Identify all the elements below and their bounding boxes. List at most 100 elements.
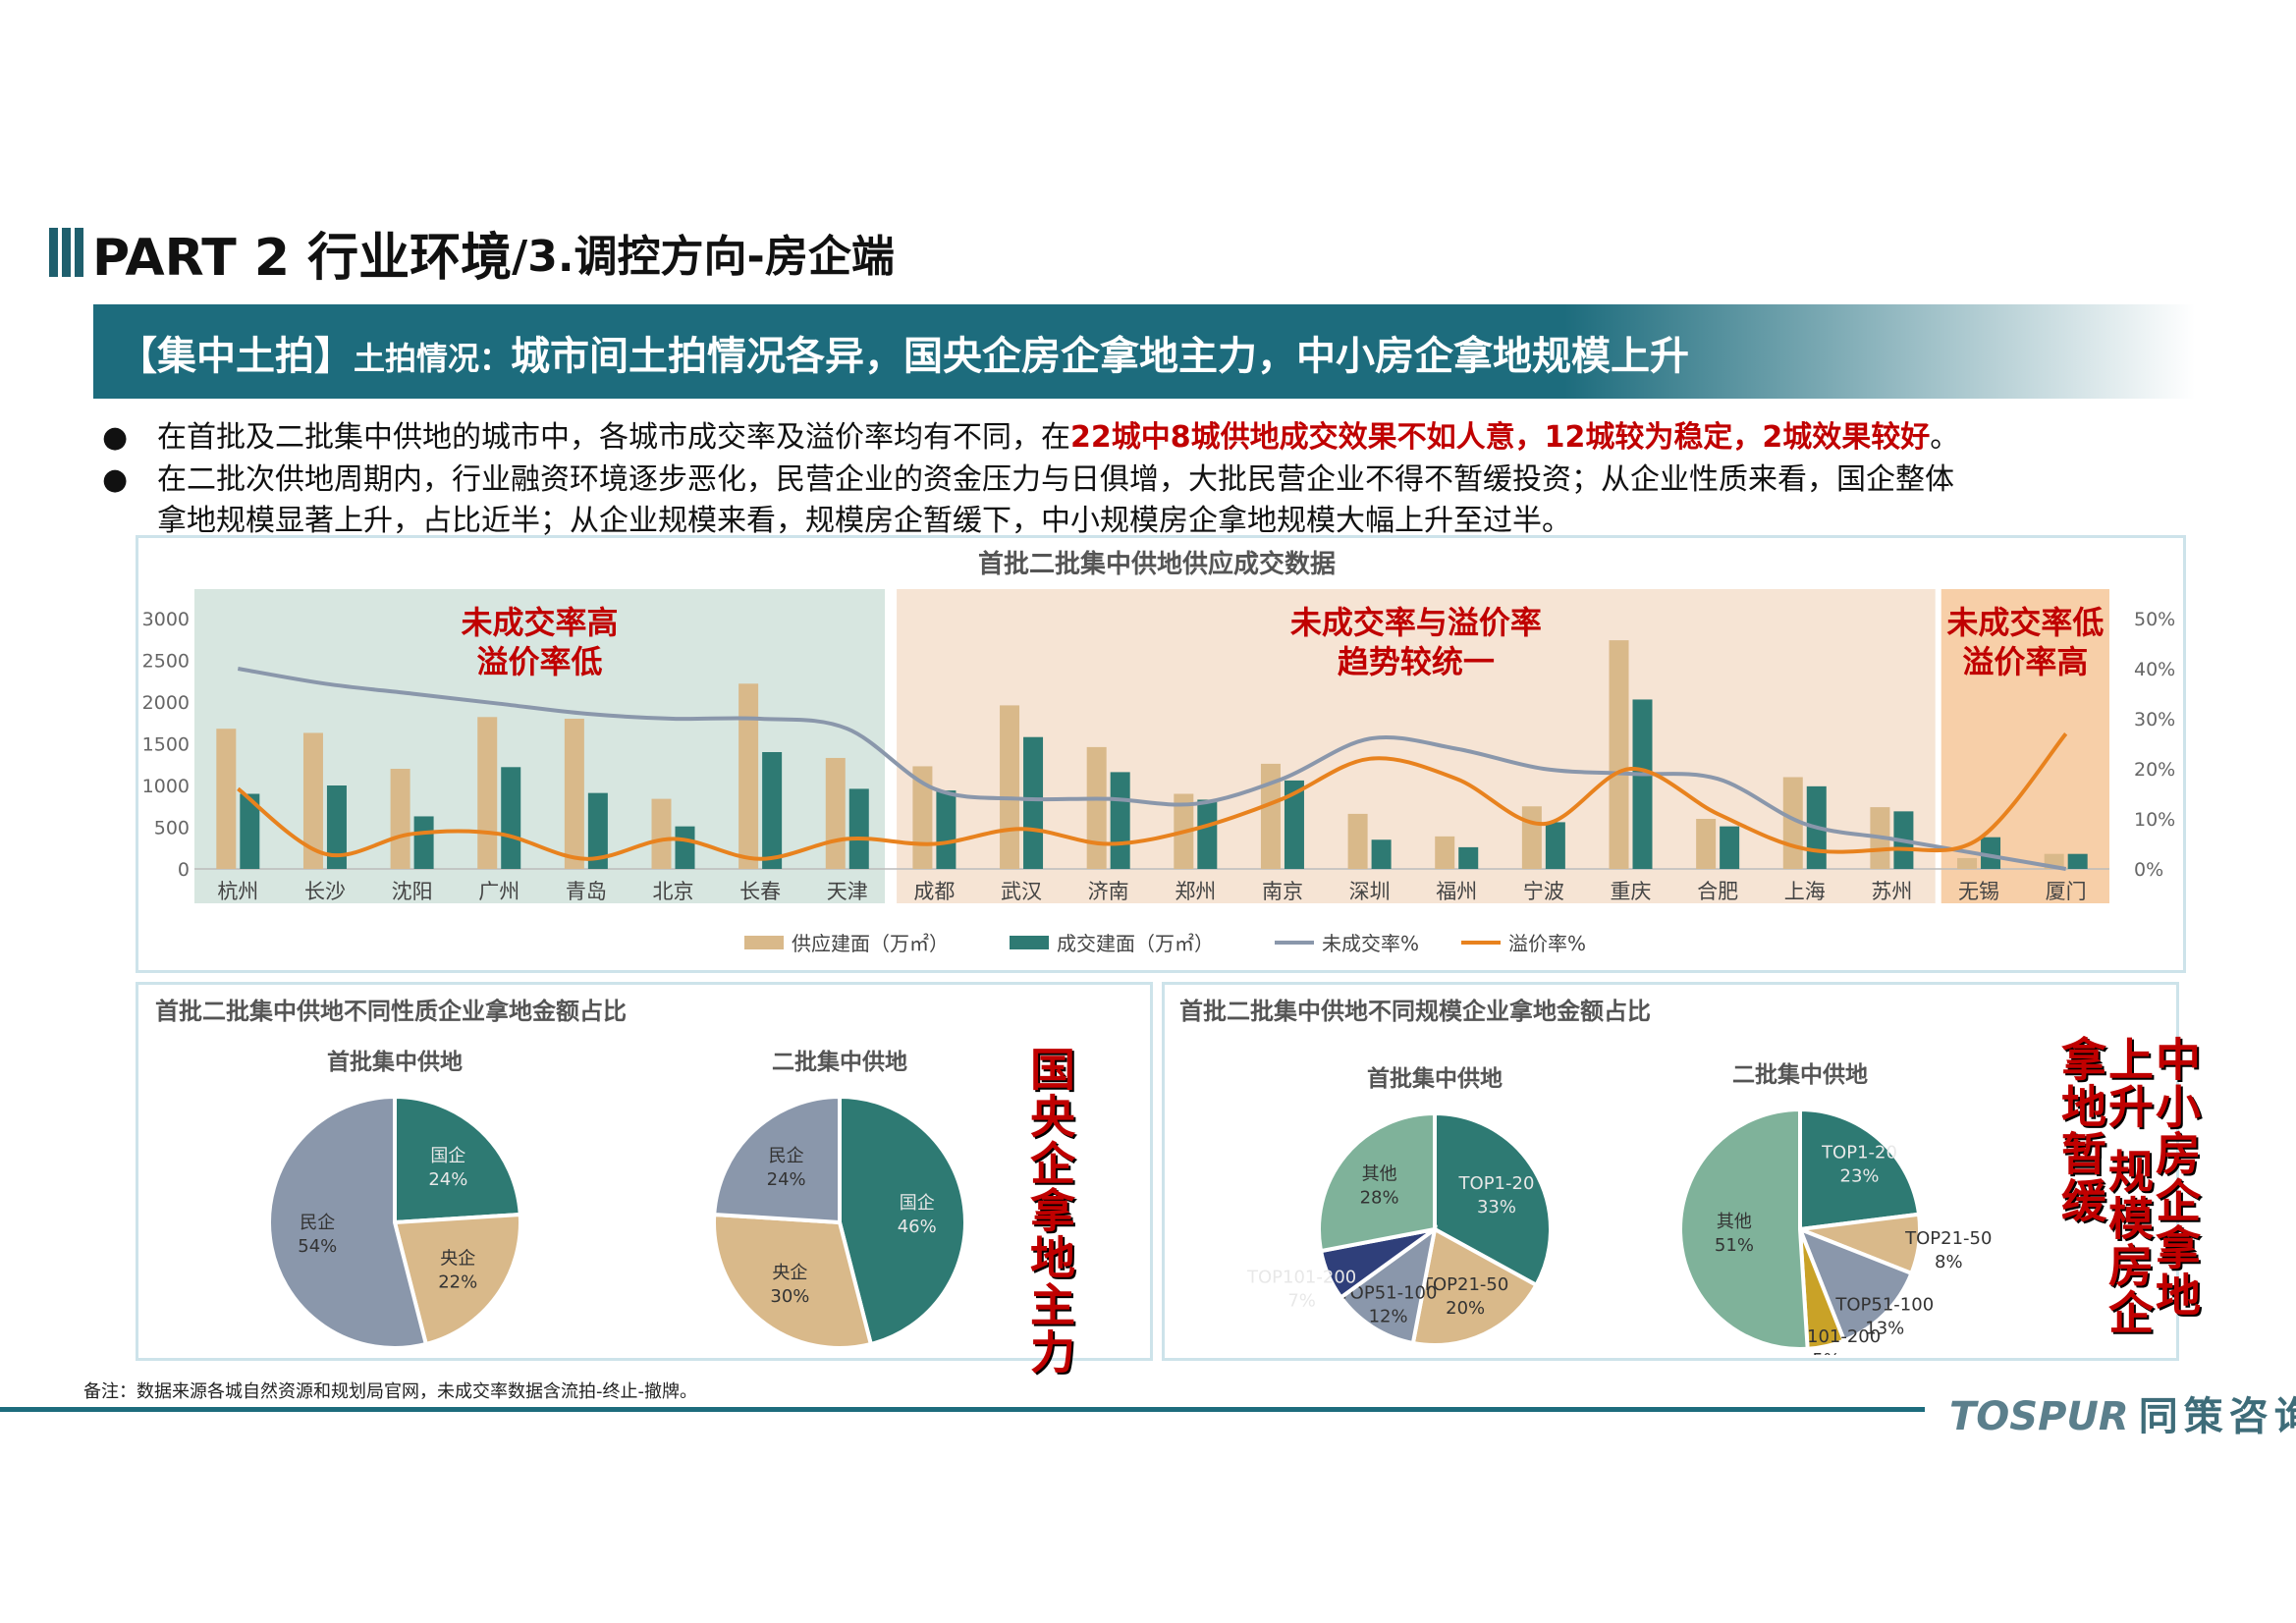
pie-slice-value: 28% — [1360, 1187, 1399, 1208]
x-tick-label: 长春 — [739, 880, 781, 903]
pie-slice-value: 22% — [438, 1272, 477, 1293]
pie-slice-label: 其他 — [1362, 1163, 1397, 1184]
bar-supply — [216, 729, 237, 869]
bar-supply — [1696, 819, 1717, 869]
pie-slice-label: TOP101-200 — [1246, 1268, 1356, 1288]
book-stack-icon — [49, 228, 84, 277]
legend-swatch — [744, 936, 784, 949]
x-tick-label: 杭州 — [217, 880, 258, 903]
bullet-2-line2: 拿地规模显著上升，占比近半；从企业规模来看，规模房企暂缓下，中小规模房企拿地规模… — [157, 504, 1571, 538]
zone-label: 溢价率高 — [1962, 643, 2088, 680]
bar-supply — [302, 732, 323, 869]
bar-deal — [413, 816, 434, 869]
pie-slice-value: 8% — [1935, 1252, 1963, 1272]
pie-title: 首批集中供地 — [1367, 1065, 1503, 1092]
pie-slice-value: 46% — [898, 1217, 937, 1237]
zone-label: 未成交率与溢价率 — [1290, 604, 1542, 641]
pie-slice-label: 央企 — [440, 1249, 475, 1270]
zone-band — [897, 589, 1936, 903]
right-axis-tick: 40% — [2134, 659, 2175, 680]
bar-supply — [1086, 746, 1107, 869]
bullet-1: ● 在首批及二批集中供地的城市中，各城市成交率及溢价率均有不同，在22城中8城供… — [102, 417, 2229, 459]
bar-deal — [501, 767, 521, 869]
pie-slice — [392, 1212, 522, 1347]
x-tick-label: 天津 — [827, 880, 868, 903]
pie-slice — [1677, 1107, 1810, 1351]
logo-latin: TOSPUR — [1949, 1394, 2129, 1439]
brand-logo: TOSPUR同策咨询 — [1949, 1384, 2296, 1441]
pie-title: 二批集中供地 — [772, 1049, 907, 1075]
x-tick-label: 济南 — [1088, 880, 1129, 903]
legend-label: 供应建面（万㎡） — [792, 932, 949, 955]
bar-deal — [1197, 799, 1218, 869]
pie-slice-value: 24% — [767, 1169, 806, 1190]
pie-slice-label: TOP51-100 — [1339, 1283, 1438, 1304]
pie-slice — [1798, 1107, 1922, 1232]
right-axis-tick: 30% — [2134, 709, 2175, 730]
bar-deal — [936, 790, 957, 869]
pie-chart-nature: 首批二批集中供地不同性质企业拿地金额占比首批集中供地国企24%央企22%民企54… — [155, 998, 967, 1350]
bullet-2-line1: 在二批次供地周期内，行业融资环境逐步恶化，民营企业的资金压力与日俱增，大批民营企… — [157, 462, 1954, 497]
zone-label: 未成交率高 — [462, 604, 619, 641]
bar-supply — [1609, 640, 1629, 869]
bar-supply — [1347, 813, 1368, 869]
pie-slice — [1410, 1225, 1540, 1347]
zone-label: 趋势较统一 — [1338, 643, 1495, 680]
bar-supply — [1435, 836, 1455, 869]
left-axis-tick: 3000 — [142, 609, 190, 630]
pie-slice — [1338, 1224, 1438, 1346]
footer-note: 备注：数据来源各城自然资源和规划局官网，未成交率数据含流拍-终止-撤牌。 — [83, 1381, 697, 1402]
bar-deal — [675, 826, 695, 869]
pie-slice-value: 23% — [1840, 1165, 1880, 1186]
pie-slice — [267, 1094, 429, 1350]
pie-slice — [1796, 1225, 1915, 1344]
bar-deal — [1632, 699, 1653, 869]
pie-slice-label: TOP51-100 — [1834, 1294, 1934, 1315]
left-axis-tick: 2000 — [142, 692, 190, 714]
x-tick-label: 重庆 — [1611, 880, 1652, 903]
bar-deal — [240, 793, 260, 869]
bar-supply — [738, 683, 759, 869]
bullet-dot-icon: ● — [102, 420, 129, 455]
x-tick-label: 青岛 — [566, 880, 607, 903]
bar-deal — [1023, 736, 1044, 869]
line-premium-rate — [237, 732, 2068, 861]
bar-deal — [2067, 853, 2088, 869]
pie-group-title: 首批二批集中供地不同性质企业拿地金额占比 — [155, 998, 627, 1025]
title-sub: /3.调控方向-房企端 — [512, 232, 895, 282]
bar-deal — [1371, 839, 1392, 869]
x-tick-label: 福州 — [1436, 880, 1477, 903]
pie-slice-label: 国企 — [430, 1146, 465, 1166]
bullet-1-text: 在首批及二批集中供地的城市中，各城市成交率及溢价率均有不同，在 — [157, 420, 1070, 455]
bar-deal — [1458, 846, 1479, 869]
callout-scale: 中小房企拿地上升 规模房企拿地暂缓 — [2054, 1036, 2202, 1337]
chart-title: 首批二批集中供地供应成交数据 — [978, 549, 1336, 579]
footer-divider — [0, 1407, 1925, 1412]
pie-group-title: 首批二批集中供地不同规模企业拿地金额占比 — [1179, 998, 1651, 1025]
pie-slice-value: 13% — [1865, 1318, 1904, 1338]
page-title: PART 2 行业环境 /3.调控方向-房企端 — [49, 218, 895, 288]
legend-label: 溢价率% — [1508, 932, 1586, 955]
left-axis-tick: 500 — [154, 818, 190, 839]
line-unsold-rate — [237, 667, 2067, 871]
bar-supply — [1521, 806, 1542, 869]
bar-deal — [1110, 772, 1130, 869]
right-axis-tick: 10% — [2134, 809, 2175, 831]
x-tick-label: 郑州 — [1175, 880, 1216, 903]
left-axis-tick: 1500 — [142, 734, 190, 756]
pie-title: 首批集中供地 — [327, 1049, 463, 1075]
pie-scale-panel — [1162, 982, 2179, 1361]
zone-label: 溢价率低 — [477, 643, 603, 680]
bar-deal — [762, 752, 783, 869]
bar-deal — [1284, 780, 1304, 869]
pie-slice — [712, 1212, 874, 1350]
bullet-1-highlight: 22城中8城供地成交效果不如人意，12城较为稳定，2城效果较好 — [1070, 420, 1931, 455]
banner-headline: 城市间土拍情况各异，国央企房企拿地主力，中小房企拿地规模上升 — [511, 334, 1690, 379]
x-tick-label: 厦门 — [2046, 880, 2087, 903]
bar-supply — [1957, 857, 1978, 869]
banner-text: 【集中土拍】土拍情况：城市间土拍情况各异，国央企房企拿地主力，中小房企拿地规模上… — [118, 324, 1689, 381]
pie-slice-value: 7% — [1287, 1291, 1316, 1312]
pie-slice-value: 30% — [770, 1286, 809, 1307]
